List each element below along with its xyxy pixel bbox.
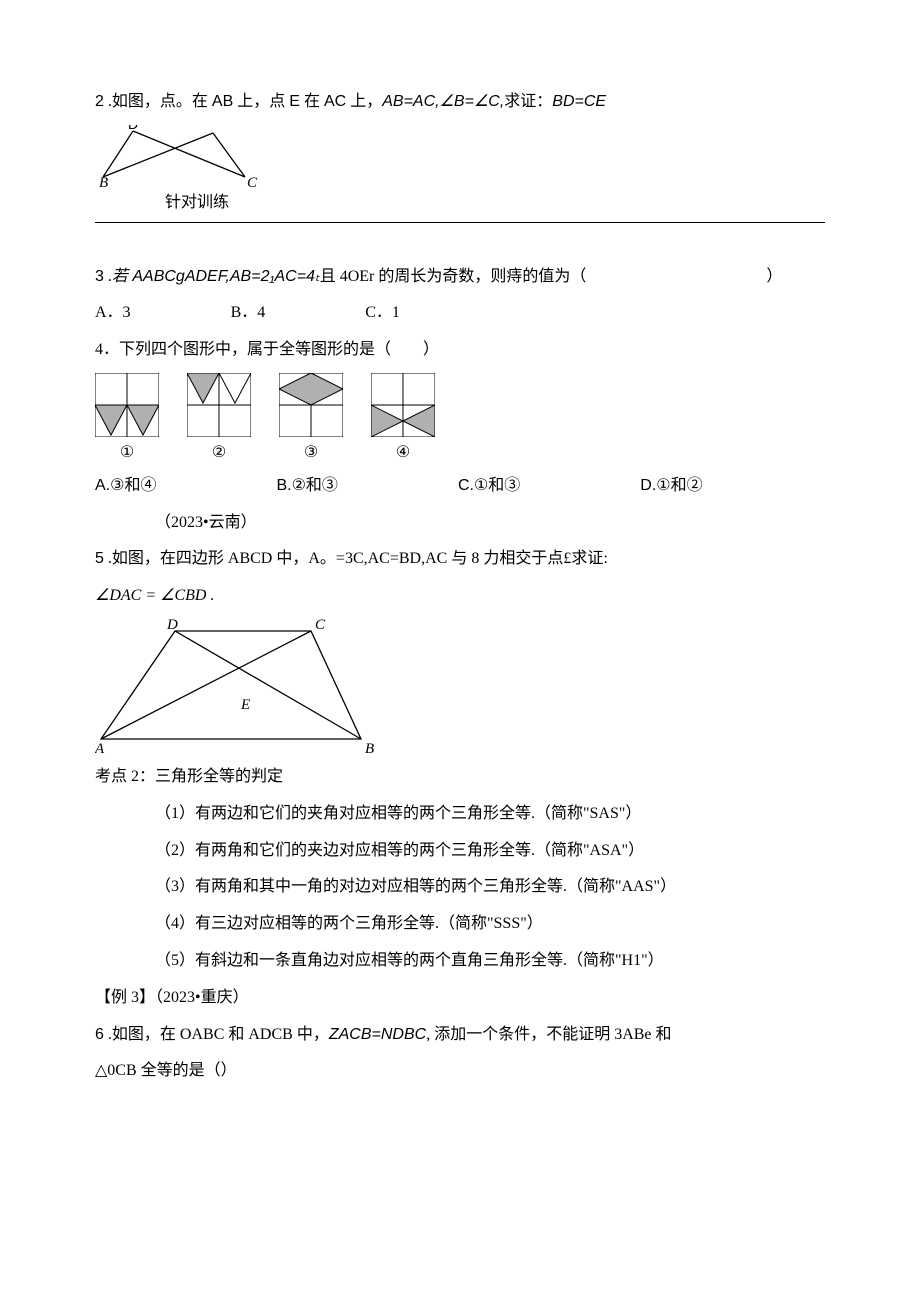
q3-text-a: . <box>104 268 112 285</box>
question-6: 6 .如图，在 OABC 和 ADCB 中，ZACB=NDBC, 添加一个条件，… <box>95 1021 825 1050</box>
q2-triangle-svg: D B C <box>95 125 265 189</box>
q5-label-e: E <box>240 697 250 713</box>
q3-options: A．3 B．4 C．1 <box>95 299 825 328</box>
q3-ruo: 若 AABCgADEF,AB=2₁AC=4ₜ <box>112 268 320 285</box>
q4-shape-2: ② <box>187 373 251 468</box>
q4-shape-1: ① <box>95 373 159 468</box>
q2-concl: BD=CE <box>552 93 606 110</box>
q5-text: .如图，在四边形 ABCD 中，A。=3C,AC=BD,AC 与 8 力相交于点… <box>104 550 608 567</box>
q2-cond: AB=AC,∠B=∠C, <box>382 93 504 110</box>
rule-3: （3）有两角和其中一角的对边对应相等的两个三角形全等.（简称"AAS"） <box>155 873 825 902</box>
q3-paren-close: ） <box>766 268 782 285</box>
q2-label-d: D <box>128 125 138 132</box>
q2-text-d: 上， <box>346 93 382 110</box>
question-2: 2 .如图，点。在 AB 上，点 E 在 AC 上，AB=AC,∠B=∠C,求证… <box>95 88 825 117</box>
q2-ac: AC <box>324 93 346 110</box>
q2-text-e: 求证： <box>504 93 552 110</box>
question-3: 3 .若 AABCgADEF,AB=2₁AC=4ₜ且 4OEr 的周长为奇数，则… <box>95 263 825 292</box>
q3-text-b: 且 4OEr 的周长为奇数，则痔的值为（ <box>320 268 587 285</box>
q5-label-b: B <box>365 741 374 757</box>
q4-shape-4: ④ <box>371 373 435 468</box>
q4-option-c: C.①和③ <box>458 472 520 501</box>
rule-5: （5）有斜边和一条直角边对应相等的两个直角三角形全等.（简称"H1"） <box>155 947 825 976</box>
question-4: 4．下列四个图形中，属于全等图形的是（ ） <box>95 336 825 365</box>
q5-figure: A B C D E <box>95 619 825 759</box>
q2-e: E <box>289 93 300 110</box>
q6-text-b: , 添加一个条件，不能证明 3ABe 和 <box>426 1026 671 1043</box>
q6-cond: ZACB=NDBC <box>329 1026 426 1043</box>
q2-text-a: .如图，点。在 <box>104 93 212 110</box>
q4-shapes: ① ② ③ ④ <box>95 373 825 468</box>
rule-1: （1）有两边和它们的夹角对应相等的两个三角形全等.（简称"SAS"） <box>155 800 825 829</box>
rule-2: （2）有两角和它们的夹边对应相等的两个三角形全等.（简称"ASA"） <box>155 837 825 866</box>
q2-label-b: B <box>99 175 108 189</box>
rule-4: （4）有三边对应相等的两个三角形全等.（简称"SSS"） <box>155 910 825 939</box>
q3-option-c: C．1 <box>365 299 400 328</box>
kaodian-2: 考点 2：三角形全等的判定 <box>95 763 825 792</box>
q2-text-b: 上，点 <box>233 93 289 110</box>
q5-label-d: D <box>166 619 178 633</box>
q3-number: 3 <box>95 268 104 285</box>
question-5: 5 .如图，在四边形 ABCD 中，A。=3C,AC=BD,AC 与 8 力相交… <box>95 545 825 574</box>
q4-option-a: A.③和④ <box>95 472 156 501</box>
q3-option-a: A．3 <box>95 299 131 328</box>
practice-title: 针对训练 <box>165 189 825 218</box>
q4-label-3: ③ <box>279 439 343 468</box>
q2-figure: D B C <box>95 125 825 189</box>
q4-label-1: ① <box>95 439 159 468</box>
divider <box>95 222 825 223</box>
q5-label-c: C <box>315 619 326 633</box>
question-6-line2: △0CB 全等的是（） <box>95 1057 825 1086</box>
source-yunnan: （2023•云南） <box>155 509 825 538</box>
q2-ab: AB <box>212 93 233 110</box>
q4-option-d: D.①和② <box>640 472 702 501</box>
q5-number: 5 <box>95 550 104 567</box>
q6-number: 6 <box>95 1026 104 1043</box>
q2-text-c: 在 <box>300 93 324 110</box>
q5-label-a: A <box>95 741 105 757</box>
q6-text-a: .如图，在 OABC 和 ADCB 中， <box>104 1026 329 1043</box>
q2-number: 2 <box>95 93 104 110</box>
q3-option-b: B．4 <box>231 299 266 328</box>
q4-label-4: ④ <box>371 439 435 468</box>
q2-label-c: C <box>247 175 258 189</box>
q4-option-b: B.②和③ <box>276 472 337 501</box>
q5-equation: ∠DAC = ∠CBD . <box>95 582 825 611</box>
q4-label-2: ② <box>187 439 251 468</box>
q4-shape-3: ③ <box>279 373 343 468</box>
q4-options: A.③和④ B.②和③ C.①和③ D.①和② <box>95 472 825 501</box>
example-3: 【例 3】（2023•重庆） <box>95 984 825 1013</box>
